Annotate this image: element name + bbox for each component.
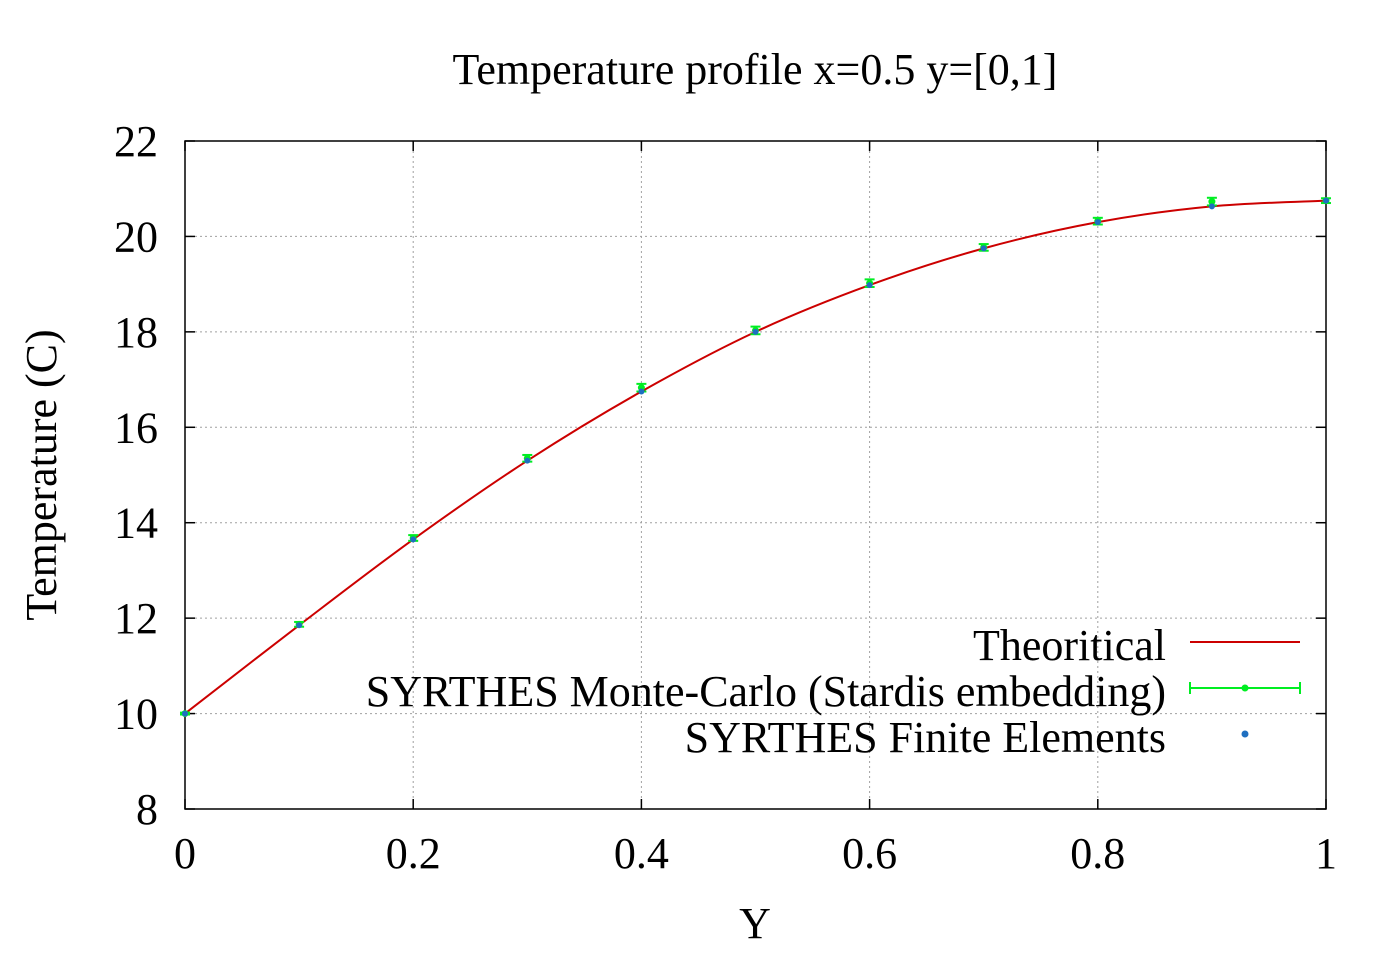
series-layer — [180, 196, 1331, 718]
finite-element-point — [524, 457, 531, 464]
finite-element-point — [752, 328, 759, 335]
y-tick-label: 8 — [136, 785, 158, 834]
finite-element-point — [410, 536, 417, 543]
y-tick-label: 16 — [114, 403, 158, 452]
finite-element-point — [1208, 203, 1215, 210]
x-tick-label: 1 — [1315, 829, 1337, 878]
legend-label: Theoritical — [973, 621, 1166, 670]
plot-frame — [184, 140, 1327, 810]
legend-label: SYRTHES Monte-Carlo (Stardis embedding) — [366, 667, 1166, 716]
finite-element-point — [1323, 197, 1329, 204]
finite-element-point — [1094, 219, 1101, 226]
x-tick-label: 0.8 — [1070, 829, 1125, 878]
x-axis-label: Y — [739, 899, 771, 948]
y-tick-label: 20 — [114, 212, 158, 261]
y-tick-label: 10 — [114, 690, 158, 739]
x-tick-label: 0.2 — [386, 829, 441, 878]
x-tick-label: 0.6 — [842, 829, 897, 878]
finite-element-point — [980, 245, 987, 252]
montecarlo-point — [1208, 198, 1216, 206]
y-tick-label: 22 — [114, 117, 158, 166]
legend-swatch-point — [1241, 730, 1249, 738]
x-tick-label: 0.4 — [614, 829, 669, 878]
finite-element-point — [182, 710, 188, 717]
chart-title: Temperature profile x=0.5 y=[0,1] — [453, 45, 1058, 94]
theoretical-line — [184, 199, 1327, 715]
y-tick-label: 18 — [114, 308, 158, 357]
y-axis-label: Temperature (C) — [17, 329, 66, 620]
y-tick-label: 12 — [114, 594, 158, 643]
grid-layer — [185, 141, 1326, 809]
x-tick-label: 0 — [174, 829, 196, 878]
finite-element-point — [638, 388, 645, 395]
finite-element-point — [866, 282, 873, 289]
y-tick-label: 14 — [114, 499, 158, 548]
legend-swatch-point — [1241, 684, 1249, 692]
finite-element-point — [296, 622, 303, 629]
legend-label: SYRTHES Finite Elements — [685, 713, 1166, 762]
